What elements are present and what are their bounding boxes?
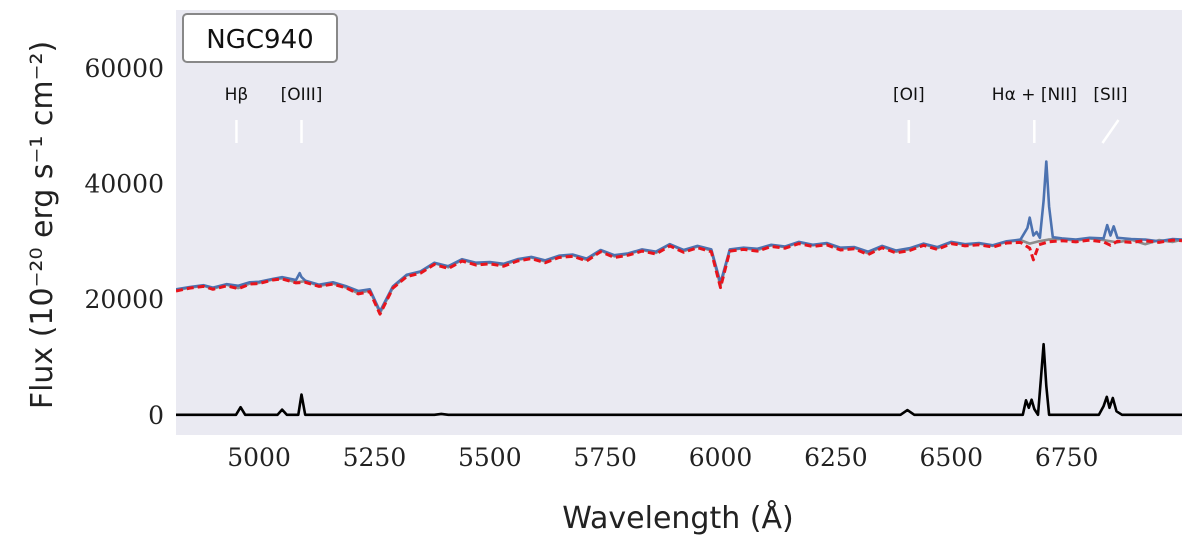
- x-tick-label: 6750: [1035, 443, 1099, 472]
- x-tick-label: 6250: [804, 443, 868, 472]
- line-label-4: [SII]: [1093, 85, 1127, 105]
- x-tick-label: 5250: [343, 443, 407, 472]
- galaxy-label-box: NGC940: [182, 13, 338, 63]
- y-axis-label: Flux (10⁻²⁰ erg s⁻¹ cm⁻²): [25, 41, 60, 409]
- y-tick-label: 40000: [84, 169, 164, 198]
- line-marker-4: [1101, 119, 1120, 144]
- plot-background: [176, 10, 1182, 435]
- y-tick-label: 20000: [84, 285, 164, 314]
- tick-layer: 5000 5250 5500 5750 6000 6250 6500 6750 0 20000 40…: [84, 54, 1098, 472]
- x-tick-label: 5500: [458, 443, 522, 472]
- y-tick-label: 60000: [84, 54, 164, 83]
- x-tick-label: 6500: [919, 443, 983, 472]
- series-emission-line: [176, 342, 1182, 417]
- line-label-3: Hα + [NII]: [992, 85, 1077, 105]
- series-layer: [176, 160, 1182, 417]
- y-tick-label: 0: [148, 401, 164, 430]
- series-stellar-fit-line: [176, 238, 1182, 316]
- galaxy-label: NGC940: [206, 25, 313, 55]
- x-tick-label: 5750: [573, 443, 637, 472]
- line-label-1: [OIII]: [281, 85, 323, 105]
- line-label-2: [OI]: [893, 85, 925, 105]
- x-tick-label: 5000: [227, 443, 291, 472]
- x-axis-label: Wavelength (Å): [562, 500, 793, 536]
- line-label-0: Hβ: [225, 85, 249, 105]
- annotation-layer: Hβ [OIII] [OI] Hα + [NII] [SII]: [225, 85, 1128, 144]
- x-tick-label: 6000: [689, 443, 753, 472]
